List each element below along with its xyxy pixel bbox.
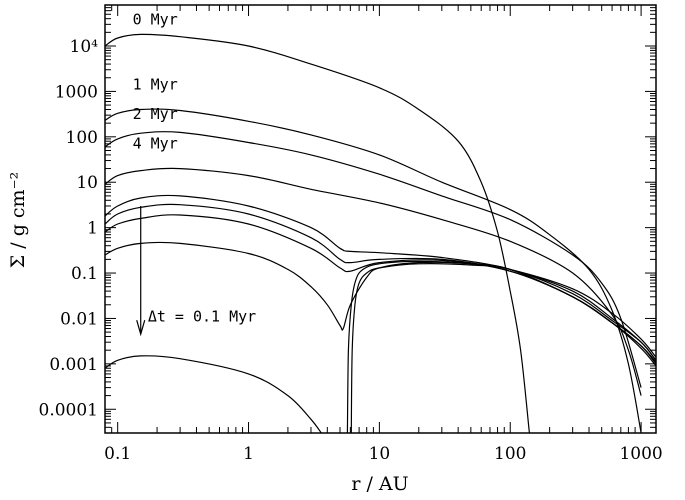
series-line-5 [105,194,656,361]
curve-annotation: 2 Myr [133,105,178,123]
y-tick-label: 10⁴ [70,37,99,57]
series-line-6 [105,203,656,365]
series-line-2 [105,108,642,433]
series-line-9 [350,263,656,433]
series-line-4 [105,167,642,396]
curve-annotation: 1 Myr [133,76,178,94]
series-line-1 [105,33,530,433]
series-line-10 [346,260,656,433]
x-tick-label: 1000 [619,444,662,464]
y-tick-label: 0.01 [60,309,98,329]
series-line-7 [105,214,656,367]
annotations: 0 Myr 1 Myr 2 Myr 4 Myr Δt = 0.1 Myr [133,10,256,337]
curve-annotation: 0 Myr [133,10,178,28]
series-lines [105,33,656,433]
series-line-8 [105,241,656,363]
curve-annotation: Δt = 0.1 Myr [148,308,256,326]
y-axis-label: Σ / g cm⁻² [7,172,29,268]
y-tick-label: 1000 [55,82,98,102]
series-line-3 [105,131,642,388]
tick-labels: 0.1 1 10 100 1000 0.0001 0.001 0.01 0.1 1 10 100 100… [39,37,663,464]
plot-frame [104,4,657,434]
y-tick-label: 10 [76,173,98,193]
x-tick-label: 0.1 [104,444,131,464]
y-tick-label: 1 [87,219,98,239]
axis-ticks [104,4,656,434]
y-tick-label: 100 [66,128,98,148]
x-tick-label: 10 [369,444,391,464]
y-tick-label: 0.0001 [39,400,98,420]
y-tick-label: 0.001 [49,355,98,375]
series-line-11 [105,355,322,433]
x-tick-label: 1 [243,444,254,464]
x-axis-label: r / AU [351,473,408,495]
curve-annotation: 4 Myr [133,135,178,153]
x-tick-label: 100 [494,444,526,464]
time-arrow-head [136,320,146,337]
y-tick-label: 0.1 [71,264,98,284]
